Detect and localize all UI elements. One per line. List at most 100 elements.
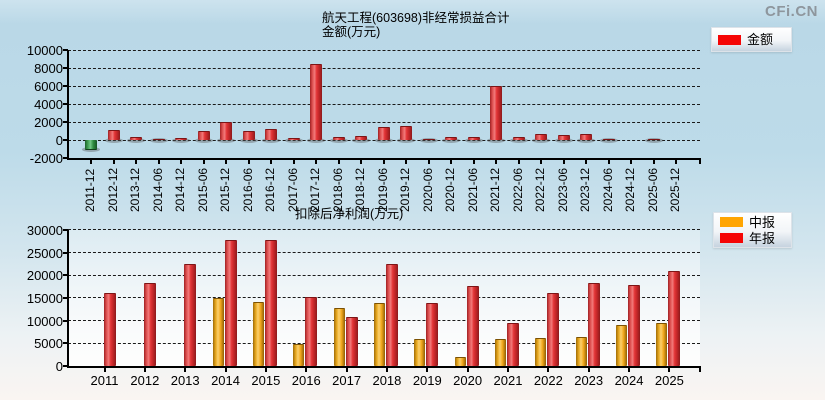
bar-interim xyxy=(495,338,506,366)
bar-annual xyxy=(385,264,398,366)
x-tick xyxy=(385,368,388,372)
y-tick-label: 5000 xyxy=(34,336,63,352)
x-tick-label: 2020 xyxy=(453,373,483,388)
x-tick-label: 2023-06 xyxy=(555,167,570,212)
y-tick xyxy=(63,228,68,231)
bar-shadow xyxy=(442,138,460,143)
x-tick-label: 2024-06 xyxy=(600,167,615,212)
bar-interim xyxy=(535,337,547,366)
bar-amount xyxy=(332,137,345,140)
cfi-logo[interactable]: CFi.CN xyxy=(765,3,818,20)
legend-row-annual: 年报 xyxy=(720,232,785,245)
x-tick-label: 2024 xyxy=(614,373,644,388)
bar-shadow xyxy=(554,138,573,143)
y-tick xyxy=(63,296,68,299)
y-tick xyxy=(63,121,68,123)
x-axis xyxy=(67,366,701,368)
y-gridline xyxy=(68,85,700,87)
bar-shadow xyxy=(239,138,258,143)
y-tick xyxy=(63,342,68,345)
bar-shadow xyxy=(532,138,550,143)
bar-interim xyxy=(454,356,466,366)
bottom-chart-legend: 中报 年报 xyxy=(713,212,792,248)
y-tick xyxy=(63,365,68,367)
x-tick xyxy=(103,368,106,372)
x-tick-label: 2012-12 xyxy=(105,167,120,212)
y-tick-label: 30000 xyxy=(26,222,63,238)
x-tick-label: 2011-12 xyxy=(83,168,97,212)
x-tick-label: 2011 xyxy=(90,373,119,388)
x-tick xyxy=(507,368,509,372)
x-tick-label: 2018-12 xyxy=(353,167,367,212)
x-tick xyxy=(587,368,590,372)
y-axis xyxy=(67,230,69,368)
x-tick-label: 2019-12 xyxy=(398,167,412,212)
y-tick-label: 2000 xyxy=(34,115,63,130)
x-tick xyxy=(517,160,520,164)
x-tick-label: 2014-06 xyxy=(150,167,165,212)
bottom-chart-title: 扣除后净利润(万元) xyxy=(295,207,404,221)
x-tick xyxy=(270,160,272,164)
bar-annual xyxy=(547,292,560,366)
bar-shadow xyxy=(577,138,595,143)
bar-shadow xyxy=(172,138,190,143)
x-tick-label: 2015-12 xyxy=(218,167,232,212)
y-tick-label: -2000 xyxy=(29,151,63,166)
bar-shadow xyxy=(329,138,348,143)
x-tick xyxy=(345,368,348,372)
x-tick-label: 2013-12 xyxy=(128,167,142,212)
x-tick xyxy=(450,160,452,164)
bar-amount xyxy=(355,136,367,140)
bar-amount xyxy=(377,126,390,140)
y-gridline xyxy=(68,49,700,51)
top-chart-unit-label: 金额(万元) xyxy=(322,25,381,39)
bar-annual xyxy=(587,283,600,366)
x-tick xyxy=(630,160,632,164)
x-tick-label: 2019-06 xyxy=(375,167,390,212)
x-tick xyxy=(112,160,115,164)
x-tick-label: 2014 xyxy=(211,373,240,388)
bar-amount xyxy=(85,140,97,150)
y-tick xyxy=(63,139,68,141)
bar-shadow xyxy=(644,138,663,143)
y-tick-label: 20000 xyxy=(26,268,63,284)
bar-amount xyxy=(647,138,660,140)
x-tick xyxy=(305,368,308,372)
x-tick-label: 2020-06 xyxy=(420,167,435,212)
x-tick-label: 2021 xyxy=(493,373,523,388)
x-tick-label: 2022-06 xyxy=(510,167,525,212)
x-tick xyxy=(157,160,160,164)
y-tick xyxy=(63,49,68,51)
bar-amount xyxy=(422,138,435,140)
y-gridline xyxy=(68,297,700,299)
bar-shadow xyxy=(419,138,438,143)
legend-row-interim: 中报 xyxy=(720,216,785,229)
bar-interim xyxy=(575,336,587,366)
x-tick xyxy=(180,160,182,164)
x-tick xyxy=(495,160,497,164)
y-tick xyxy=(63,274,68,277)
x-tick-label: 2025-12 xyxy=(668,167,682,212)
x-tick xyxy=(540,160,542,164)
x-tick-label: 2023 xyxy=(574,373,604,388)
x-tick xyxy=(247,160,250,164)
x-tick-label: 2025-06 xyxy=(645,167,660,212)
y-tick xyxy=(63,67,68,69)
x-tick xyxy=(675,160,677,164)
y-tick xyxy=(63,85,68,87)
bar-interim xyxy=(616,324,628,366)
x-tick-label: 2022-12 xyxy=(533,167,547,212)
y-tick xyxy=(63,319,68,322)
x-tick-label: 2017-06 xyxy=(285,167,300,212)
x-tick-label: 2016-12 xyxy=(263,167,277,212)
bar-annual xyxy=(103,293,116,366)
x-tick xyxy=(628,368,631,372)
y-tick-label: 8000 xyxy=(34,61,63,76)
x-tick xyxy=(184,368,187,372)
bar-shadow xyxy=(194,138,213,143)
annual-legend-label: 年报 xyxy=(749,230,776,246)
bar-amount xyxy=(130,136,142,140)
x-tick xyxy=(652,160,655,164)
x-tick xyxy=(547,368,550,372)
